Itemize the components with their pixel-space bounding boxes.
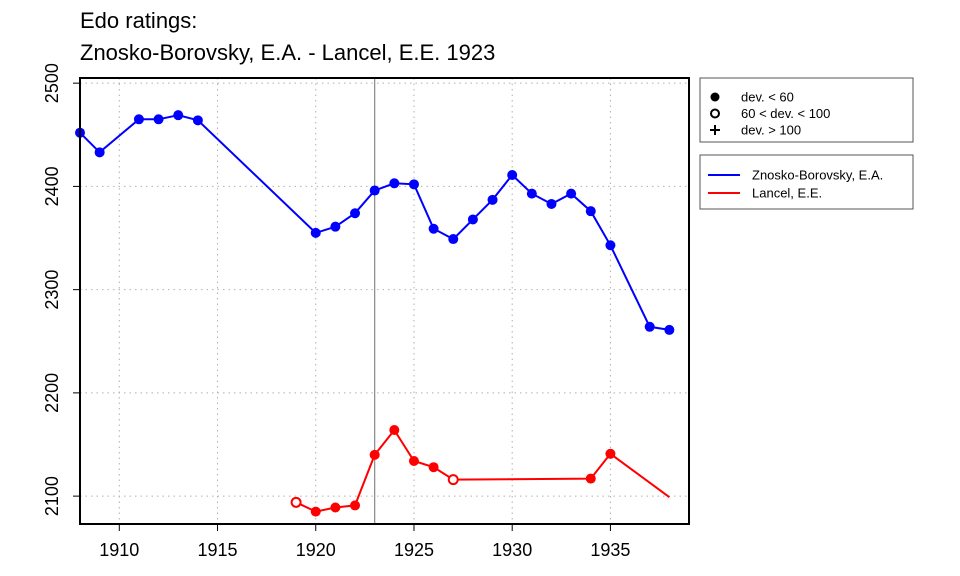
data-point (173, 110, 184, 121)
data-point (192, 115, 203, 126)
data-point (447, 474, 459, 486)
data-point (664, 324, 675, 335)
legend-marker-open-circle (710, 108, 720, 119)
series-legend-box (699, 154, 914, 210)
data-point (605, 240, 616, 251)
data-point (428, 223, 439, 234)
marker-legend-box (699, 77, 914, 143)
legend-marker-filled-circle (710, 92, 720, 102)
x-tick-label: 1910 (99, 540, 139, 560)
legend-marker-label: dev. < 60 (741, 90, 794, 105)
series-line-2 (295, 428, 670, 513)
data-point (605, 448, 616, 459)
x-tick-label: 1930 (492, 540, 532, 560)
legend-marker-label: dev. > 100 (741, 123, 801, 138)
data-point (330, 502, 341, 513)
data-point (94, 147, 105, 158)
data-point (566, 188, 577, 199)
data-point (585, 473, 596, 484)
data-point (389, 425, 400, 436)
data-point (133, 114, 144, 125)
data-point (369, 185, 380, 196)
legend-marker-plus (710, 125, 720, 135)
data-point (408, 456, 419, 467)
data-point (507, 170, 518, 181)
data-point (467, 214, 478, 225)
data-point (310, 506, 321, 517)
data-point (448, 234, 459, 245)
data-point (487, 194, 498, 205)
data-point (428, 462, 439, 473)
data-point (369, 449, 380, 460)
y-tick-label: 2500 (42, 63, 62, 103)
data-point (330, 221, 341, 232)
chart-title-line-2: Znosko-Borovsky, E.A. - Lancel, E.E. 192… (80, 40, 496, 65)
data-point (350, 208, 361, 219)
data-point (153, 114, 164, 125)
x-tick-label: 1915 (197, 540, 237, 560)
legend-marker-label: 60 < dev. < 100 (741, 106, 830, 121)
legend-series-label: Lancel, E.E. (752, 186, 822, 201)
x-tick-label: 1920 (296, 540, 336, 560)
data-point (585, 206, 596, 217)
y-tick-label: 2200 (42, 373, 62, 413)
data-point (408, 179, 419, 190)
plot-frame (79, 77, 690, 525)
data-point (644, 321, 655, 332)
data-point (310, 227, 321, 238)
y-tick-label: 2100 (42, 476, 62, 516)
data-point (290, 496, 302, 508)
y-tick-label: 2400 (42, 166, 62, 206)
y-tick-label: 2300 (42, 270, 62, 310)
x-tick-label: 1925 (394, 540, 434, 560)
legend-series-label: Znosko-Borovsky, E.A. (752, 168, 883, 183)
data-point (389, 178, 400, 189)
data-point (526, 188, 537, 199)
data-point (546, 198, 557, 209)
x-tick-label: 1935 (590, 540, 630, 560)
data-point (350, 500, 361, 511)
chart-title-line-1: Edo ratings: (80, 8, 198, 33)
